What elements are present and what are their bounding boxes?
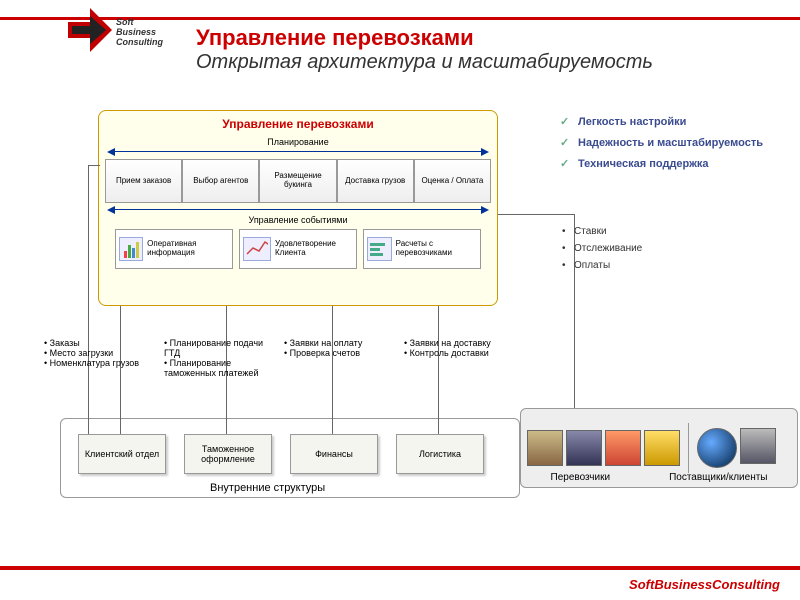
connector-line <box>438 306 439 452</box>
dept-box-2: Финансы <box>290 434 378 474</box>
kpi-row: Оперативная информация Удовлетворение Кл… <box>105 229 491 269</box>
kpi-label-2: Расчеты с перевозчиками <box>396 240 477 258</box>
bullet-col-2: Заявки на оплату Проверка счетов <box>280 338 400 378</box>
check-item: Надежность и масштабируемость <box>560 133 790 154</box>
bullet-col-1: Планирование подачи ГТД Планирование там… <box>160 338 280 378</box>
title-block: Управление перевозками Открытая архитект… <box>196 25 653 74</box>
connector-line <box>88 165 100 166</box>
logo-arrow-icon <box>68 8 112 52</box>
logo: Soft Business Consulting <box>68 8 178 68</box>
footer-text: SoftBusinessConsulting <box>629 577 780 592</box>
footer-red-band <box>0 566 800 570</box>
clients-label: Поставщики/клиенты <box>669 472 767 483</box>
connector-line <box>226 306 227 452</box>
train-image-icon <box>527 430 563 466</box>
kpi-label-1: Удовлетворение Клиента <box>275 240 353 258</box>
bullet-item: Контроль доставки <box>404 348 516 358</box>
dept-box-3: Логистика <box>396 434 484 474</box>
carriers-label: Перевозчики <box>551 472 611 483</box>
external-parties-box: Перевозчики Поставщики/клиенты <box>520 408 798 488</box>
bullet-item: Оплаты <box>560 257 790 274</box>
main-box-title: Управление перевозками <box>105 117 491 131</box>
kpi-box-2: Расчеты с перевозчиками <box>363 229 481 269</box>
kpi-box-0: Оперативная информация <box>115 229 233 269</box>
right-column: Легкость настройки Надежность и масштаби… <box>560 112 790 274</box>
ship-image-icon <box>605 430 641 466</box>
hbar-chart-icon <box>367 237 392 261</box>
bar-chart-icon <box>119 237 143 261</box>
bullet-item: Номенклатура грузов <box>44 358 156 368</box>
flow-step-3: Доставка грузов <box>337 159 414 203</box>
clients-images <box>697 428 776 468</box>
content: Управление перевозками Планирование Прие… <box>20 100 780 560</box>
bullet-item: Заказы <box>44 338 156 348</box>
line-chart-icon <box>243 237 271 261</box>
logo-text-3: Consulting <box>116 38 163 48</box>
bullets-row: Заказы Место загрузки Номенклатура грузо… <box>40 338 550 378</box>
bullet-item: Отслеживание <box>560 240 790 257</box>
buildings-image-icon <box>740 428 776 464</box>
events-label: Управление событиями <box>105 215 491 225</box>
check-item: Техническая поддержка <box>560 154 790 175</box>
flow-step-0: Прием заказов <box>105 159 182 203</box>
departments-row: Клиентский отдел Таможенное оформление Ф… <box>78 434 484 474</box>
dept-box-1: Таможенное оформление <box>184 434 272 474</box>
flow-step-2: Размещение букинга <box>259 159 336 203</box>
connector-line <box>120 306 121 452</box>
bullet-item: Ставки <box>560 223 790 240</box>
dept-box-0: Клиентский отдел <box>78 434 166 474</box>
bullet-item: Заявки на оплату <box>284 338 396 348</box>
internal-label: Внутренние структуры <box>210 482 325 494</box>
check-list: Легкость настройки Надежность и масштаби… <box>560 112 790 175</box>
divider <box>688 423 689 473</box>
bullet-item: Проверка счетов <box>284 348 396 358</box>
bullet-item: Планирование таможенных платежей <box>164 358 276 378</box>
events-arrow <box>113 207 483 213</box>
kpi-label-0: Оперативная информация <box>147 240 229 258</box>
main-process-box: Управление перевозками Планирование Прие… <box>98 110 498 306</box>
plane-image-icon <box>566 430 602 466</box>
globe-image-icon <box>697 428 737 468</box>
title-main: Управление перевозками <box>196 25 653 51</box>
bullet-item: Заявки на доставку <box>404 338 516 348</box>
check-item: Легкость настройки <box>560 112 790 133</box>
header: Soft Business Consulting Управление пере… <box>0 0 800 75</box>
carriers-images <box>527 430 680 466</box>
bullet-col-0: Заказы Место загрузки Номенклатура грузо… <box>40 338 160 378</box>
kpi-box-1: Удовлетворение Клиента <box>239 229 357 269</box>
right-bullets: Ставки Отслеживание Оплаты <box>560 223 790 274</box>
connector-line <box>88 165 89 455</box>
flow-row: Прием заказов Выбор агентов Размещение б… <box>105 159 491 203</box>
bullet-col-3: Заявки на доставку Контроль доставки <box>400 338 520 378</box>
planning-label: Планирование <box>105 137 491 147</box>
truck-image-icon <box>644 430 680 466</box>
flow-step-1: Выбор агентов <box>182 159 259 203</box>
flow-step-4: Оценка / Оплата <box>414 159 491 203</box>
title-sub: Открытая архитектура и масштабируемость <box>196 51 653 74</box>
bullet-item: Планирование подачи ГТД <box>164 338 276 358</box>
connector-line <box>332 306 333 452</box>
planning-arrow <box>113 149 483 155</box>
bullet-item: Место загрузки <box>44 348 156 358</box>
